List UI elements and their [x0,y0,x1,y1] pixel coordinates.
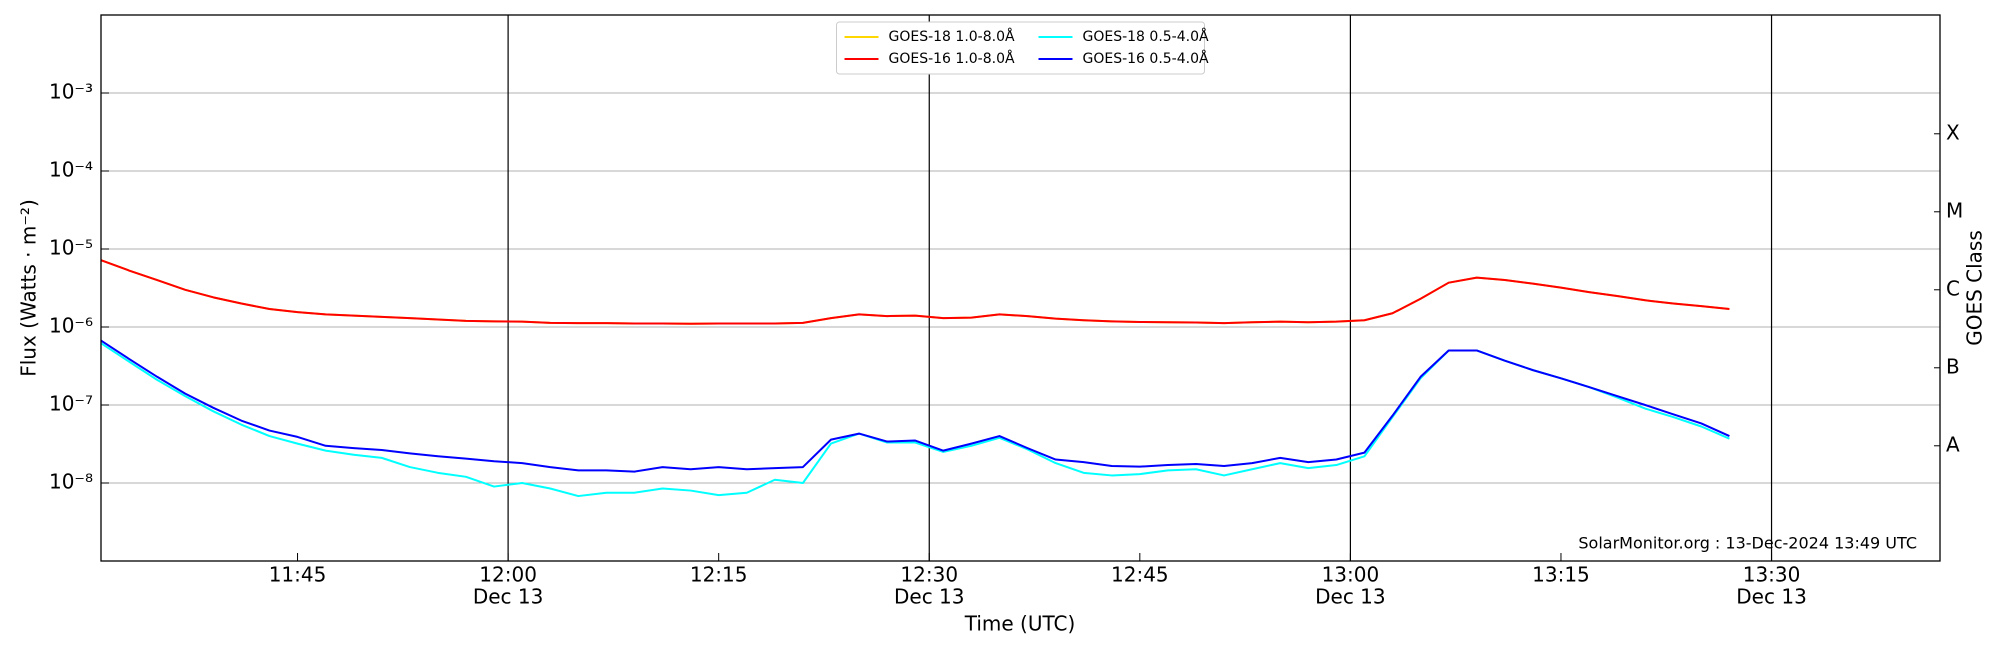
y-tick-label: 10⁻⁴ [49,158,93,182]
x-axis-label: Time (UTC) [964,612,1076,636]
series-line [101,259,1730,325]
legend-label: GOES-16 1.0-8.0Å [889,50,1015,67]
legend-box [836,21,1205,75]
x-tick-label: 12:15 [690,563,748,587]
series-line [101,259,1730,325]
x-tick-label: 13:30 [1743,563,1801,587]
x-tick-label: 13:00 [1322,563,1380,587]
legend-label: GOES-18 1.0-8.0Å [889,28,1015,45]
x-tick-label: 11:45 [269,563,327,587]
x-tick-date: Dec 13 [473,585,544,609]
series-line [101,342,1730,498]
plot-frame [100,14,1941,562]
y2-tick-label: A [1946,432,1960,456]
series-line [101,339,1730,473]
y-tick-label: 10⁻⁶ [49,314,93,338]
y-axis-label: Flux (Watts · m⁻²) [17,199,41,377]
y2-tick-label: X [1946,120,1960,144]
x-tick-label: 12:00 [479,563,537,587]
y2-tick-label: B [1946,354,1960,378]
y2-axis-label: GOES Class [1963,230,1987,346]
y-tick-label: 10⁻⁵ [49,236,93,260]
legend-label: GOES-18 0.5-4.0Å [1083,28,1209,45]
y-tick-label: 10⁻³ [49,80,93,104]
y-tick-label: 10⁻⁷ [49,392,93,416]
x-tick-date: Dec 13 [1736,585,1807,609]
y-tick-label: 10⁻⁸ [49,470,93,494]
legend-label: GOES-16 0.5-4.0Å [1083,50,1209,67]
annotation: SolarMonitor.org : 13-Dec-2024 13:49 UTC [1578,534,1917,553]
x-tick-label: 12:30 [900,563,958,587]
y2-tick-label: M [1946,198,1963,222]
x-tick-date: Dec 13 [1315,585,1386,609]
y2-tick-label: C [1946,276,1960,300]
x-tick-label: 12:45 [1111,563,1169,587]
x-tick-label: 13:15 [1532,563,1590,587]
x-tick-date: Dec 13 [894,585,965,609]
